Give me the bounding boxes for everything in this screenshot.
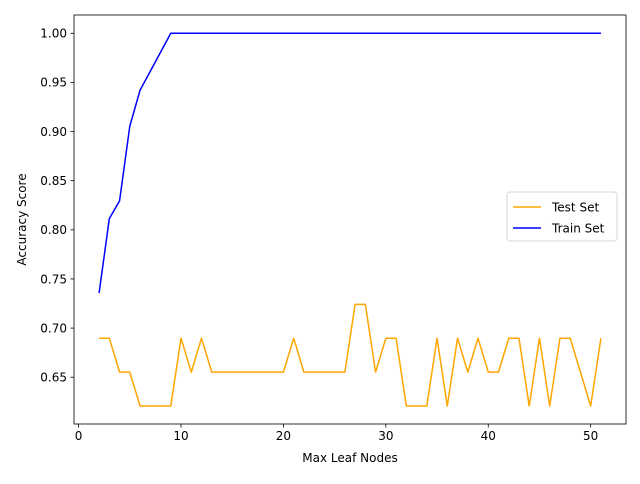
x-tick-label: 40 <box>481 429 496 443</box>
y-tick-label: 0.65 <box>40 371 67 385</box>
x-axis: 0 10 20 30 40 50 <box>75 424 598 443</box>
legend: Test Set Train Set <box>506 191 618 242</box>
x-tick-label: 50 <box>583 429 598 443</box>
y-tick-label: 1.00 <box>40 27 67 41</box>
y-tick-label: 0.95 <box>40 76 67 90</box>
y-tick-label: 0.80 <box>40 223 67 237</box>
plot-frame <box>73 14 627 425</box>
x-tick-label: 0 <box>75 429 83 443</box>
y-axis-label: Accuracy Score <box>15 173 29 265</box>
series-line-train-set <box>98 32 601 294</box>
x-tick-label: 30 <box>378 429 393 443</box>
series-layer <box>98 32 602 407</box>
series-line-test-set <box>99 303 602 407</box>
y-tick-label: 0.75 <box>40 272 67 286</box>
x-tick-label: 10 <box>173 429 188 443</box>
y-axis: 0.65 0.70 0.75 0.80 0.85 0.90 0.95 1.00 <box>40 27 74 385</box>
x-axis-label: Max Leaf Nodes <box>302 451 397 465</box>
y-tick-label: 0.85 <box>40 174 67 188</box>
legend-test-label: Test Set <box>551 201 599 215</box>
legend-train-label: Train Set <box>551 222 605 236</box>
x-tick-label: 20 <box>276 429 291 443</box>
y-tick-label: 0.70 <box>40 321 67 335</box>
y-tick-label: 0.90 <box>40 125 67 139</box>
